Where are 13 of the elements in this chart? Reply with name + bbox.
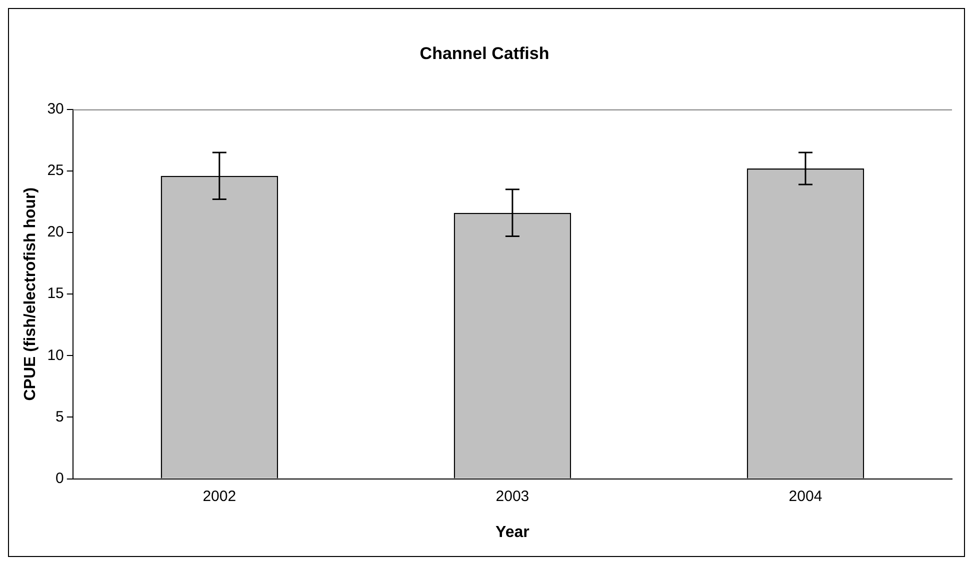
y-tick-label: 30 bbox=[47, 100, 64, 118]
y-tick-label: 25 bbox=[47, 162, 64, 180]
x-tick-label: 2002 bbox=[202, 488, 236, 505]
x-tick-label: 2004 bbox=[788, 488, 822, 505]
y-tick-label: 5 bbox=[56, 408, 64, 426]
x-axis-title: Year bbox=[496, 524, 530, 541]
x-tick-label: 2003 bbox=[496, 488, 530, 505]
y-tick-label: 10 bbox=[47, 346, 64, 364]
y-tick-label: 0 bbox=[56, 470, 64, 487]
y-axis-title: CPUE (fish/electrofish hour) bbox=[22, 187, 40, 401]
y-tick-label: 15 bbox=[47, 285, 64, 302]
y-tick-label: 20 bbox=[47, 224, 64, 241]
chart-title: Channel Catfish bbox=[420, 44, 550, 63]
